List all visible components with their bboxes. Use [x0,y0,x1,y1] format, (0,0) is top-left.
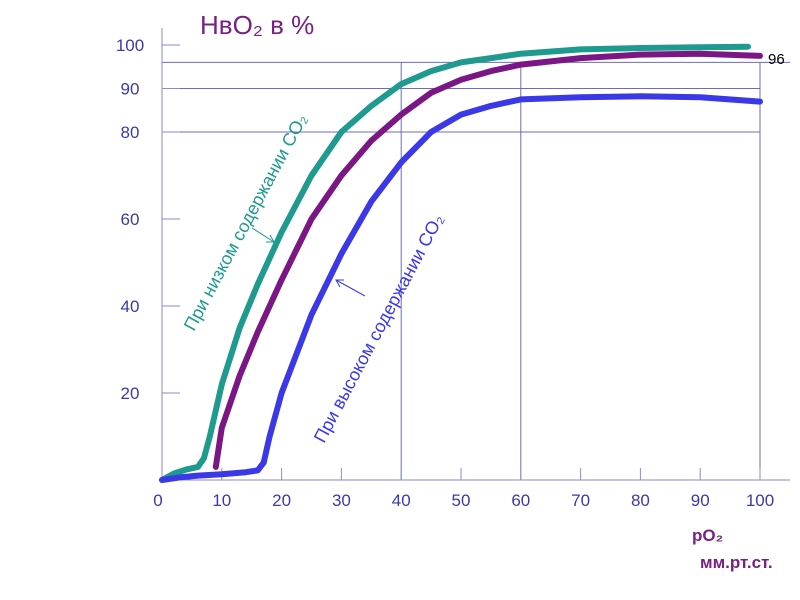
axes [161,28,790,481]
x-tick-label-10: 10 [212,491,231,510]
label-high-co2: При высоком содержании CO₂ [310,211,448,446]
reference-label-96: 96 [768,51,785,68]
x-axis-unit: мм.рт.ст. [700,553,773,572]
x-tick-label-70: 70 [571,491,590,510]
x-tick-label-0: 0 [153,491,162,510]
x-tick-label-60: 60 [511,491,530,510]
y-tick-label-80: 80 [121,123,140,142]
x-tick-label-30: 30 [332,491,351,510]
x-tick-label-80: 80 [631,491,650,510]
series-line-1 [159,43,751,483]
grid-lines [162,61,790,480]
chart-title: HвO₂ в % [200,10,314,40]
series-line-2 [212,50,763,470]
x-tick-label-90: 90 [691,491,710,510]
arrow-high-co2 [335,279,366,297]
y-tick-label-100: 100 [116,36,144,55]
series-lines [159,43,763,483]
x-tick-label-40: 40 [392,491,411,510]
x-ticks: 0 10 20 30 40 50 60 70 80 90 100 [153,468,774,510]
y-tick-label-40: 40 [121,297,140,316]
series-line-3 [159,93,763,483]
annotation-arrows [251,227,366,297]
x-tick-label-20: 20 [272,491,291,510]
x-axis-label: pO₂ [692,526,723,545]
y-ticks: 20 40 60 80 90 100 [116,36,180,403]
y-tick-label-60: 60 [121,210,140,229]
arrow-low-co2 [251,227,275,243]
arrowhead-high-co2 [335,279,344,288]
label-low-co2: При низком содержании CO₂ [180,111,311,334]
y-tick-label-20: 20 [121,384,140,403]
y-tick-label-90: 90 [121,80,140,99]
x-tick-label-100: 100 [746,491,774,510]
x-tick-label-50: 50 [452,491,471,510]
arrowhead-low-co2 [266,234,275,243]
